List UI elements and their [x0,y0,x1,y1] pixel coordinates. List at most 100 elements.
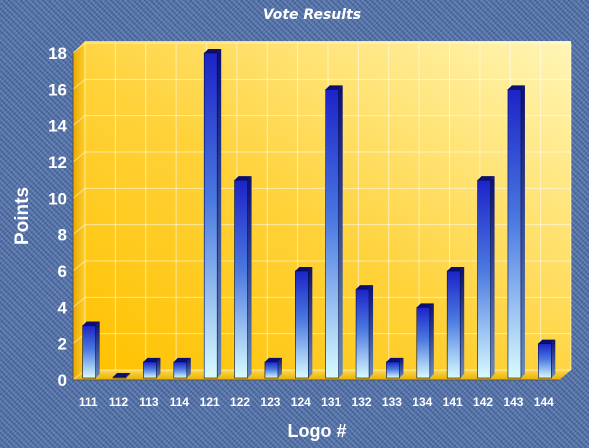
y-tick-label: 6 [58,262,67,281]
x-tick-label: 114 [170,395,190,409]
bar-top [325,85,343,90]
bar [446,267,465,379]
bar-top [234,176,252,181]
y-tick-label: 12 [48,153,67,172]
y-tick-label: 16 [48,80,67,99]
y-tick-label: 8 [58,226,67,245]
bar-series [82,49,556,379]
bar [295,267,313,379]
bar-side [156,357,161,378]
bar [386,357,404,379]
bar-top [295,267,313,271]
bar [203,49,222,379]
bar-front [143,361,157,379]
y-tick-label: 14 [48,117,67,136]
bar-front [446,270,461,379]
bar-top [204,49,222,53]
bar [264,357,282,379]
bar-top [386,357,404,362]
bar-top [82,321,100,326]
x-tick-label: 144 [534,395,554,409]
x-tick-label: 124 [291,395,311,409]
bar-side [217,49,222,378]
bar-top [356,285,374,290]
x-tick-label: 123 [260,395,280,409]
y-tick-label: 10 [48,189,67,208]
bar-side [429,303,434,378]
bar [355,285,374,379]
bar-front [112,376,127,379]
bar-top [538,339,556,344]
bar-front [82,325,96,379]
y-axis-title: Points [12,187,33,245]
bar-front [538,343,552,379]
bar [82,321,100,379]
bar-front [477,179,491,379]
bar [143,357,161,379]
bar-front [203,52,218,379]
bar [538,339,556,379]
bar [325,85,343,379]
bar-side [551,339,556,378]
bar-front [325,89,339,379]
gridline-wall [72,260,86,272]
gridline-wall [72,187,86,199]
bar-top [447,267,465,271]
bar-side [277,357,282,378]
plot-left-wall [73,41,85,380]
x-tick-label: 141 [443,395,463,409]
bar-top [264,357,282,362]
bar-side [399,357,404,378]
x-tick-label: 122 [230,395,250,409]
y-tick-label: 4 [58,298,68,317]
bar-front [295,270,309,379]
gridline-wall [72,224,86,236]
plot-area [73,41,571,380]
x-tick-label: 111 [79,395,98,409]
bar [173,357,191,379]
bar [416,303,434,379]
x-tick-label: 112 [109,395,129,409]
x-tick-labels: 111 112 113 114 121 122 123 124 131 132 133 134 141 1… [79,395,554,409]
bar-front [386,361,400,379]
bar-front [355,288,370,379]
gridline-wall [72,78,86,90]
bar-side [186,357,191,378]
y-tick-label: 2 [58,335,67,354]
bar [234,176,252,379]
chart-title: Vote Results [263,7,361,23]
x-tick-label: 133 [382,395,402,409]
x-axis-title: Logo # [288,421,347,441]
bar-side [308,267,313,378]
gridline-wall [72,151,86,163]
bar-front [173,361,188,379]
bar-top [477,176,495,181]
bar-front [416,307,431,379]
x-tick-label: 132 [352,395,372,409]
y-tick-labels: 0 2 4 6 8 10 12 14 16 18 [48,44,67,390]
x-tick-label: 113 [139,395,159,409]
x-tick-label: 143 [503,395,523,409]
bar-top [113,373,131,377]
bar-side [460,267,465,378]
x-tick-label: 142 [473,395,493,409]
x-tick-label: 131 [321,395,341,409]
bar [112,373,131,379]
bar [477,176,495,379]
bar-top [173,357,191,362]
bar-side [490,176,495,378]
bar-side [338,85,343,378]
plot-floor [73,370,571,380]
gridline-wall [72,296,86,308]
y-tick-label: 0 [58,371,67,390]
bar-side [520,85,525,378]
y-tick-label: 18 [48,44,67,63]
gridline-wall [72,115,86,127]
bar-side [95,321,100,378]
bar-side [247,176,252,378]
x-tick-label: 134 [412,395,432,409]
bar-front [507,89,522,379]
bar-top [507,85,525,90]
x-tick-label: 121 [200,395,220,409]
